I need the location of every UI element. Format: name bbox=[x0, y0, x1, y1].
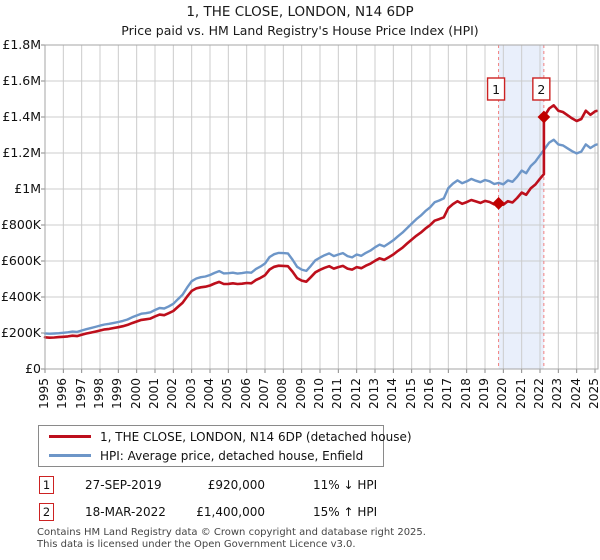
transaction-2-price: £1,400,000 bbox=[196, 505, 265, 519]
transaction-2-number-badge: 2 bbox=[39, 503, 54, 521]
footer-licence: This data is licensed under the Open Gov… bbox=[37, 538, 356, 550]
y-axis-label: £200K bbox=[0, 325, 41, 340]
x-axis-label: 2019 bbox=[477, 377, 491, 409]
x-axis-label: 2023 bbox=[550, 377, 565, 409]
plot-border bbox=[44, 44, 599, 370]
x-axis-label: 1996 bbox=[55, 377, 70, 409]
x-axis-label: 2016 bbox=[422, 377, 436, 409]
x-axis-label: 2004 bbox=[202, 377, 216, 409]
y-axis-label: £1M bbox=[14, 181, 41, 196]
x-axis-label: 2005 bbox=[220, 377, 235, 409]
x-axis-label: 2013 bbox=[367, 377, 381, 409]
transaction-2-date: 18-MAR-2022 bbox=[85, 505, 166, 519]
y-axis-label: £1.6M bbox=[2, 73, 41, 88]
x-axis-label: 2011 bbox=[330, 377, 345, 409]
x-axis-label: 2000 bbox=[128, 377, 143, 409]
sale-marker-2 bbox=[537, 110, 551, 124]
x-axis-label: 2014 bbox=[385, 377, 400, 409]
x-axis-label: 1997 bbox=[73, 377, 88, 409]
transaction-row-1: 1 27-SEP-2019 £920,000 11% ↓ HPI bbox=[0, 476, 600, 496]
x-axis-label: 2024 bbox=[568, 377, 583, 409]
x-axis-label: 2015 bbox=[403, 377, 418, 409]
sale-label-box-2 bbox=[532, 77, 551, 101]
chart-subtitle: Price paid vs. HM Land Registry's House … bbox=[121, 23, 479, 38]
x-axis-label: 2017 bbox=[440, 377, 455, 409]
x-axis-label: 2003 bbox=[183, 377, 198, 409]
transaction-2-hpi-diff: 15% ↑ HPI bbox=[313, 505, 378, 519]
y-axis-label: £400K bbox=[0, 289, 41, 304]
hpi-line bbox=[43, 138, 598, 335]
sale-label-text-2: 2 bbox=[537, 82, 545, 97]
y-axis-label: £600K bbox=[0, 253, 41, 268]
x-axis-label: 1995 bbox=[37, 377, 51, 409]
x-axis-label: 1999 bbox=[110, 377, 125, 409]
hpi-line-swatch bbox=[49, 454, 91, 457]
y-axis-label: £800K bbox=[0, 217, 41, 232]
x-axis-label: 1998 bbox=[92, 377, 106, 409]
transaction-row-2: 2 18-MAR-2022 £1,400,000 15% ↑ HPI bbox=[0, 503, 600, 523]
x-axis-label: 2006 bbox=[238, 377, 253, 409]
x-axis-label: 2022 bbox=[532, 377, 546, 409]
x-axis-label: 2009 bbox=[293, 377, 308, 409]
x-axis-label: 2001 bbox=[147, 377, 161, 409]
sale-label-box-1 bbox=[486, 77, 506, 101]
y-axis-label: £1.2M bbox=[2, 145, 41, 160]
x-axis-label: 2025 bbox=[587, 377, 600, 409]
x-axis-label: 2021 bbox=[513, 377, 528, 409]
legend-item-hpi: HPI: Average price, detached house, Enfi… bbox=[39, 446, 383, 465]
x-axis-label: 2012 bbox=[348, 377, 363, 409]
x-axis-label: 2010 bbox=[312, 377, 326, 409]
y-axis-label: £1.8M bbox=[2, 37, 41, 52]
y-axis-label: £0 bbox=[25, 361, 41, 376]
legend-item-property: 1, THE CLOSE, LONDON, N14 6DP (detached … bbox=[39, 427, 412, 446]
legend-label-hpi: HPI: Average price, detached house, Enfi… bbox=[100, 448, 364, 463]
transaction-1-number-badge: 1 bbox=[39, 476, 54, 494]
x-axis-label: 2002 bbox=[165, 377, 180, 409]
y-axis-label: £1.4M bbox=[2, 109, 41, 124]
x-axis-label: 2008 bbox=[275, 377, 290, 409]
x-axis-label: 2018 bbox=[458, 377, 473, 409]
property-line-swatch bbox=[49, 435, 91, 438]
legend-label-property: 1, THE CLOSE, LONDON, N14 6DP (detached … bbox=[100, 429, 412, 444]
property-price-line bbox=[43, 103, 599, 340]
sale-marker-1 bbox=[492, 197, 505, 210]
x-axis-label: 2007 bbox=[257, 377, 271, 409]
legend: 1, THE CLOSE, LONDON, N14 6DP (detached … bbox=[38, 425, 412, 467]
transaction-1-hpi-diff: 11% ↓ HPI bbox=[313, 478, 378, 492]
x-axis-label: 2020 bbox=[495, 377, 510, 409]
footer-copyright: Contains HM Land Registry data © Crown c… bbox=[37, 527, 426, 538]
chart-title: 1, THE CLOSE, LONDON, N14 6DP bbox=[186, 4, 414, 20]
transaction-1-price: £920,000 bbox=[207, 478, 265, 492]
sale-label-text-1: 1 bbox=[492, 82, 500, 97]
transaction-1-date: 27-SEP-2019 bbox=[85, 478, 162, 492]
